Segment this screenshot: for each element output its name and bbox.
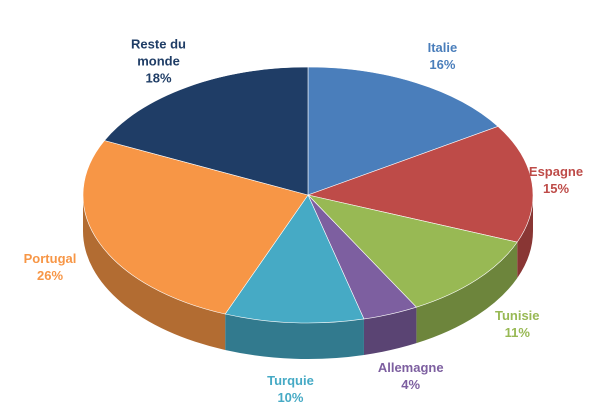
slice-label: Portugal 26%	[2, 250, 98, 284]
value-label: 10%	[277, 390, 304, 406]
slice	[82, 140, 309, 315]
slice-side	[225, 314, 364, 359]
slice-label: Allemagne 4%	[376, 359, 446, 393]
value-label: 16%	[429, 56, 456, 72]
category-label: Turquie	[267, 373, 314, 389]
category-label: Allemagne	[377, 360, 444, 376]
value-label: 18%	[145, 70, 172, 86]
value-label: 15%	[542, 181, 570, 197]
slice-side	[517, 195, 533, 279]
value-label: 4%	[401, 377, 421, 393]
category-label: Italie	[427, 39, 458, 55]
category-label: Portugal	[23, 250, 77, 266]
value-label: 11%	[504, 324, 530, 340]
category-label: Espagne	[528, 164, 584, 180]
slice	[306, 126, 534, 243]
slice-label: Turquie 10%	[242, 372, 338, 406]
value-label: 26%	[36, 267, 64, 283]
slice-side	[83, 195, 226, 351]
slice	[103, 66, 309, 196]
slice-side	[416, 242, 518, 344]
slice-label: Reste du monde 18%	[124, 35, 194, 86]
category-label: Reste du monde	[131, 36, 186, 69]
slice-label: Tunisie 11%	[469, 307, 565, 341]
slice	[224, 194, 365, 324]
category-label: Tunisie	[494, 307, 540, 323]
slice-label: Espagne 15%	[508, 163, 604, 197]
slice	[307, 66, 499, 196]
slice	[307, 194, 518, 308]
slice-side	[363, 307, 417, 355]
slice-label: Italie 16%	[394, 39, 490, 73]
